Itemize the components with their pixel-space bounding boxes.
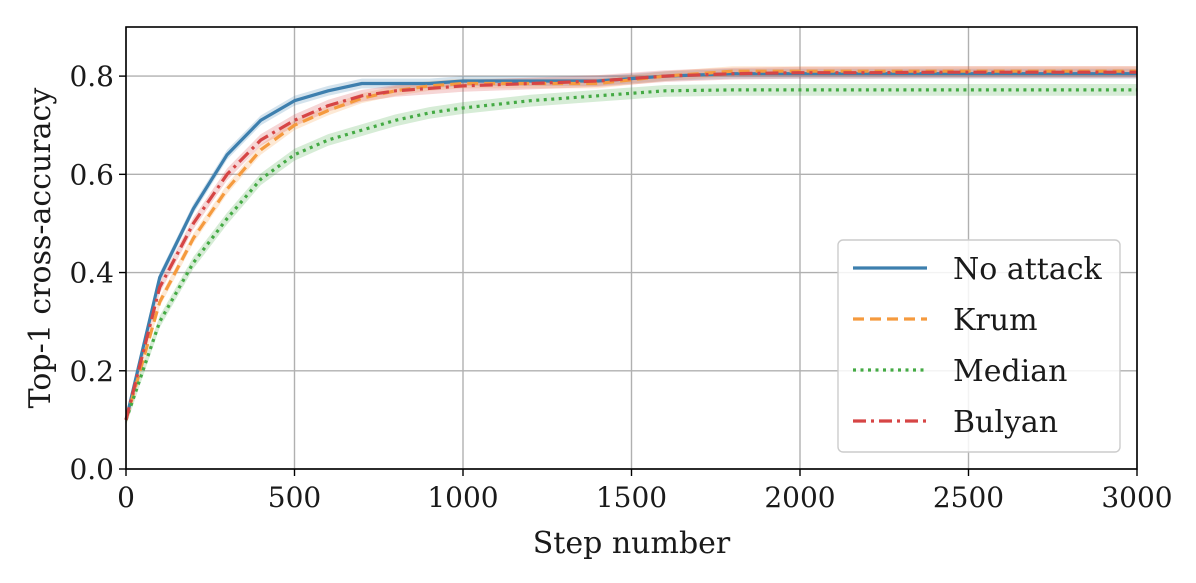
x-tick-label: 0 [117, 481, 135, 514]
series-line-2 [124, 88, 1137, 421]
series-line-3 [124, 70, 1137, 421]
x-tick-label: 500 [268, 481, 321, 514]
legend-label-3: Bulyan [953, 405, 1058, 440]
x-tick-label: 1500 [596, 481, 667, 514]
y-tick-label: 0.8 [69, 60, 114, 93]
legend-label-1: Krum [953, 303, 1038, 338]
series-line-1 [124, 69, 1137, 421]
y-axis-title: Top-1 cross-accuracy [23, 88, 58, 409]
y-tick-label: 0.0 [69, 453, 114, 486]
x-tick-label: 2000 [764, 481, 835, 514]
series-lines [124, 69, 1137, 421]
legend: No attack Krum Median Bulyan [837, 239, 1121, 453]
axis-ticks: 0 500 1000 1500 2000 2500 3000 0.0 0.2 0.4 0.6 0.8 [69, 60, 1172, 514]
legend-label-2: Median [953, 354, 1067, 389]
x-axis-title: Step number [533, 526, 731, 561]
y-tick-label: 0.4 [69, 257, 114, 290]
y-tick-label: 0.2 [69, 355, 114, 388]
x-tick-label: 3000 [1101, 481, 1172, 514]
y-tick-label: 0.6 [69, 158, 114, 191]
x-tick-label: 1000 [427, 481, 498, 514]
series-line-0 [124, 72, 1137, 421]
x-tick-label: 2500 [933, 481, 1004, 514]
legend-box [837, 239, 1121, 453]
legend-label-0: No attack [953, 252, 1103, 287]
